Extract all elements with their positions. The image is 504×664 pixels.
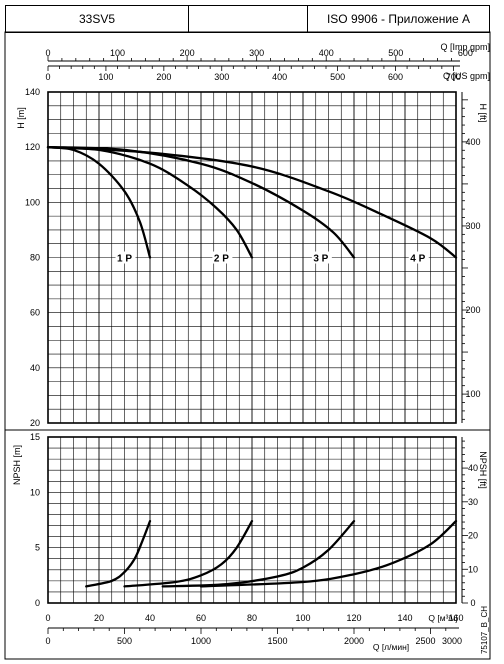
- imp-gpm-tick-label: 500: [388, 48, 403, 58]
- series-label-bg: [311, 251, 332, 264]
- q-m3h-tick-label: 120: [346, 613, 361, 623]
- q-lmin-tick-label: 2500: [415, 636, 435, 646]
- q-lmin-tick-label: 500: [117, 636, 132, 646]
- npsh-curve-4p: [199, 519, 458, 588]
- q-lmin-axis-label: Q [л/мин]: [373, 642, 409, 652]
- imp-gpm-tick-label: 0: [45, 48, 50, 58]
- us-gpm-tick-label: 300: [214, 72, 229, 82]
- head-ft-tick-label: 100: [465, 389, 480, 399]
- npsh-curve-3p: [161, 519, 356, 588]
- us-gpm-tick-label: 600: [388, 72, 403, 82]
- drawing-code: 75107_B_CH: [480, 606, 489, 654]
- series-label-4p: 4 P: [410, 254, 425, 265]
- head-y-tick-label: 100: [25, 197, 40, 207]
- imp-gpm-tick-label: 400: [319, 48, 334, 58]
- imp-gpm-tick-label: 600: [458, 48, 473, 58]
- q-m3h-axis-label: Q [м³/ч]: [428, 613, 457, 623]
- head-y-tick-label: 120: [25, 142, 40, 152]
- head-ft-axis-label: H [ft]: [478, 103, 488, 122]
- us-gpm-tick-label: 200: [156, 72, 171, 82]
- npsh-y-tick-label: 5: [35, 543, 40, 553]
- us-gpm-tick-label: 400: [272, 72, 287, 82]
- head-ft-tick-label: 300: [465, 221, 480, 231]
- head-ft-tick-label: 400: [465, 137, 480, 147]
- us-gpm-tick-label: 500: [330, 72, 345, 82]
- head-ft-tick-label: 200: [465, 305, 480, 315]
- head-curve-1p: [46, 146, 152, 259]
- outer-frame: [4, 31, 491, 660]
- series-label-2p: 2 P: [214, 254, 229, 265]
- head-y-tick-label: 20: [30, 418, 40, 428]
- npsh-curve-2p: [123, 519, 254, 588]
- series-label-bg: [408, 251, 429, 264]
- q-lmin-tick-label: 0: [45, 636, 50, 646]
- q-lmin-tick-label: 2000: [344, 636, 364, 646]
- npsh-y-tick-label: 10: [30, 487, 40, 497]
- imp-gpm-tick-label: 200: [180, 48, 195, 58]
- head-curve-4p: [46, 146, 458, 259]
- q-m3h-tick-label: 160: [448, 613, 463, 623]
- q-m3h-tick-label: 20: [94, 613, 104, 623]
- q-m3h-tick-label: 0: [45, 613, 50, 623]
- series-label-bg: [212, 251, 233, 264]
- q-m3h-tick-label: 100: [295, 613, 310, 623]
- npsh-y-axis-label: NPSH [m]: [12, 445, 22, 485]
- q-lmin-tick-label: 1500: [267, 636, 287, 646]
- npsh-curve-1p: [85, 519, 152, 588]
- head-y-tick-label: 140: [25, 87, 40, 97]
- q-lmin-tick-label: 3000: [442, 636, 462, 646]
- us-gpm-tick-label: 700: [446, 72, 461, 82]
- q-m3h-tick-label: 140: [397, 613, 412, 623]
- npsh-ft-tick-label: 0: [470, 598, 475, 608]
- imp-gpm-tick-label: 100: [110, 48, 125, 58]
- head-y-tick-label: 80: [30, 253, 40, 263]
- npsh-ft-tick-label: 10: [468, 564, 478, 574]
- npsh-ft-axis-label: NPSH [ft]: [478, 451, 488, 489]
- q-m3h-tick-label: 60: [196, 613, 206, 623]
- head-panel-frame: [4, 31, 491, 431]
- npsh-y-tick-label: 0: [35, 598, 40, 608]
- head-y-tick-label: 40: [30, 363, 40, 373]
- npsh-ft-tick-label: 30: [468, 497, 478, 507]
- series-label-3p: 3 P: [313, 254, 328, 265]
- series-label-1p: 1 P: [117, 254, 132, 265]
- us-gpm-tick-label: 0: [45, 72, 50, 82]
- us-gpm-tick-label: 100: [98, 72, 113, 82]
- us-gpm-axis-label: Q [US gpm]: [443, 71, 490, 81]
- imp-gpm-axis-label: Q [Imp gpm]: [440, 42, 490, 52]
- npsh-ft-tick-label: 40: [468, 463, 478, 473]
- imp-gpm-tick-label: 300: [249, 48, 264, 58]
- npsh-ft-tick-label: 20: [468, 531, 478, 541]
- q-m3h-tick-label: 40: [145, 613, 155, 623]
- head-y-axis-label: H [m]: [16, 107, 26, 129]
- series-label-bg: [115, 251, 136, 264]
- head-y-tick-label: 60: [30, 308, 40, 318]
- q-lmin-tick-label: 1000: [191, 636, 211, 646]
- npsh-y-tick-label: 15: [30, 432, 40, 442]
- q-m3h-tick-label: 80: [247, 613, 257, 623]
